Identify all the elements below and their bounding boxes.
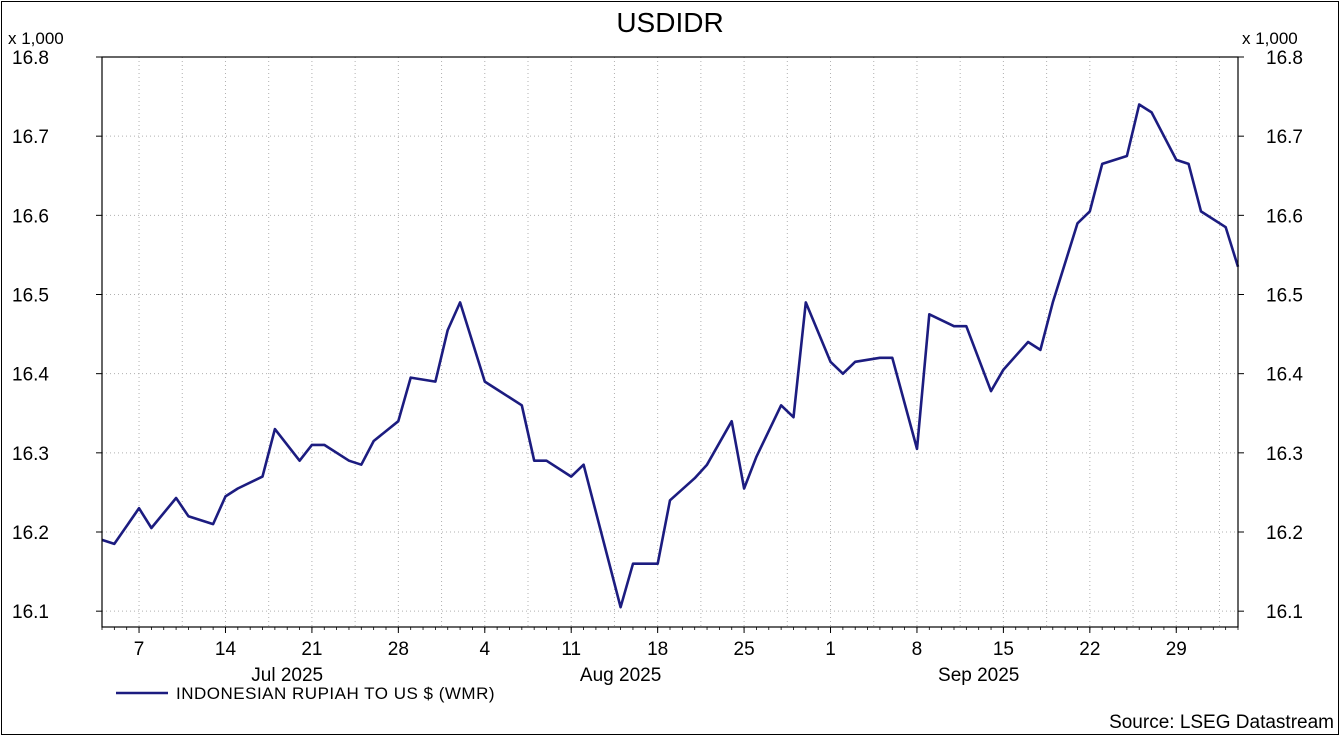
x-tick-label: 1 — [825, 639, 836, 660]
x-tick-label: 22 — [1079, 639, 1100, 660]
chart-title: USDIDR — [616, 7, 723, 38]
y-tick-label-left: 16.6 — [12, 206, 49, 227]
x-tick-label: 29 — [1166, 639, 1187, 660]
y-tick-label-right: 16.1 — [1266, 602, 1303, 623]
y-tick-label-right: 16.4 — [1266, 365, 1303, 386]
legend-label: INDONESIAN RUPIAH TO US $ (WMR) — [176, 684, 495, 703]
y-axis-left: 16.1 16.2 16.3 16.4 16.5 16.6 16.7 16.8 — [12, 48, 102, 623]
x-tick-label: 8 — [912, 639, 923, 660]
y-tick-label-left: 16.7 — [12, 127, 49, 148]
x-tick-label: 15 — [993, 639, 1014, 660]
x-tick-label: 18 — [647, 639, 668, 660]
y-tick-label-left: 16.5 — [12, 286, 49, 307]
y-axis-right: 16.1 16.2 16.3 16.4 16.5 16.6 16.7 16.8 — [1238, 48, 1303, 623]
y-tick-label-left: 16.1 — [12, 602, 49, 623]
grid — [102, 56, 1238, 627]
y-tick-label-left: 16.4 — [12, 365, 49, 386]
x-tick-label: 25 — [734, 639, 755, 660]
y-tick-label-left: 16.2 — [12, 523, 49, 544]
x-tick-label: 4 — [479, 639, 490, 660]
x-month-label: Aug 2025 — [580, 665, 661, 686]
y-tick-label-right: 16.5 — [1266, 286, 1303, 307]
legend: INDONESIAN RUPIAH TO US $ (WMR) — [116, 684, 495, 703]
y-tick-label-right: 16.8 — [1266, 48, 1303, 69]
series-line — [101, 103, 1240, 609]
y-tick-label-right: 16.3 — [1266, 444, 1303, 465]
y-multiplier-right: x 1,000 — [1242, 29, 1298, 48]
plot-area — [101, 56, 1239, 628]
x-tick-label: 14 — [215, 639, 237, 660]
source-note: Source: LSEG Datastream — [1109, 712, 1334, 733]
x-month-label: Sep 2025 — [938, 665, 1019, 686]
y-multiplier-left: x 1,000 — [8, 29, 64, 48]
y-tick-label-right: 16.7 — [1266, 127, 1303, 148]
x-tick-label: 28 — [388, 639, 409, 660]
y-tick-label-right: 16.6 — [1266, 206, 1303, 227]
y-tick-label-left: 16.8 — [12, 48, 49, 69]
x-tick-label: 21 — [301, 639, 322, 660]
series-layer — [101, 103, 1240, 609]
x-tick-label: 11 — [561, 639, 581, 660]
x-month-label: Jul 2025 — [251, 665, 323, 686]
y-tick-label-left: 16.3 — [12, 444, 49, 465]
y-tick-label-right: 16.2 — [1266, 523, 1303, 544]
x-tick-label: 7 — [134, 639, 145, 660]
